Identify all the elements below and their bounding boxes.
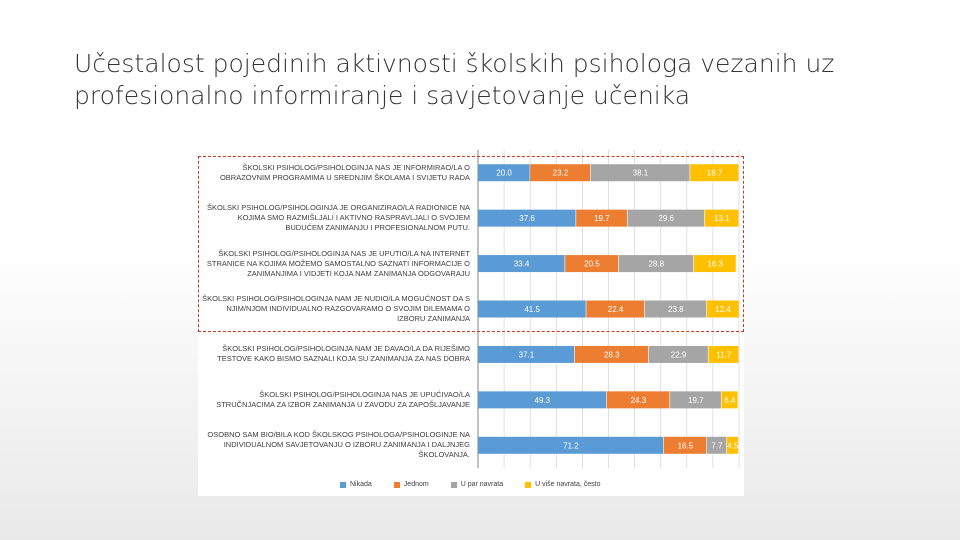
legend-label: U više navrata, često <box>535 481 601 488</box>
bar-segment <box>618 255 694 273</box>
category-label: ŠKOLSKI PSIHOLOG/PSIHOLOGINJA NAS JE UPU… <box>216 389 470 409</box>
data-label: 23.2 <box>553 169 569 178</box>
legend-swatch <box>393 481 400 488</box>
bar-segment <box>606 391 670 409</box>
bar-segment <box>478 391 607 409</box>
data-label: 28.8 <box>648 260 664 269</box>
category-label: ŠKOLSKI PSIHOLOG/PSIHOLOGINJA JE ORGANIZ… <box>207 203 470 233</box>
bar-segment <box>590 164 690 182</box>
bar-segment <box>478 345 575 363</box>
data-label: 22.9 <box>671 350 687 359</box>
data-label: 16.3 <box>707 260 723 269</box>
legend-swatch <box>450 481 457 488</box>
bar-segment <box>670 391 721 409</box>
bar-segment <box>693 255 736 273</box>
slide-title: Učestalost pojedinih aktivnosti školskih… <box>74 49 835 110</box>
chart-legend: Nikada Jednom U par navrata U više navrata,… <box>340 481 601 488</box>
bar-segment <box>704 209 739 227</box>
bar-segment <box>690 164 739 182</box>
data-label: 18.7 <box>707 169 723 178</box>
legend-label: Nikada <box>350 481 372 488</box>
data-label: 29.6 <box>658 214 674 223</box>
data-label: 33.4 <box>514 260 530 269</box>
bar-segment <box>627 209 705 227</box>
bar-segment <box>478 255 565 273</box>
category-label: ŠKOLSKI PSIHOLOG/PSIHOLOGINJA NAM JE NUD… <box>202 294 470 323</box>
bar-segment <box>576 209 627 227</box>
category-label: OSOBNO SAM BIO/BILA KOD ŠKOLSKOG PSIHOLO… <box>207 430 470 460</box>
bar-segment <box>478 164 530 182</box>
bar-segment <box>706 300 739 318</box>
data-label: 12.4 <box>715 305 731 314</box>
legend-swatch <box>525 481 532 488</box>
data-label: 41.5 <box>524 305 540 314</box>
bar-segment <box>648 345 708 363</box>
bar-segment <box>726 436 739 454</box>
legend-item: Nikada <box>340 481 372 488</box>
data-label: 24.3 <box>631 396 647 405</box>
stacked-bar-chart: 20.0 23.2 38.1 18.7 37.6 19.7 29.6 13.1 33.4 20.5… <box>477 150 740 468</box>
data-label: 20.0 <box>496 169 512 178</box>
data-label: 13.1 <box>714 214 730 223</box>
legend-item: Jednom <box>393 481 429 488</box>
bar-segment <box>586 300 645 318</box>
data-label: 19.7 <box>688 396 704 405</box>
data-label: 23.8 <box>668 305 684 314</box>
bar-segment <box>708 345 739 363</box>
data-label: 71.2 <box>563 441 579 450</box>
legend-swatch <box>340 481 346 488</box>
data-label: 11.7 <box>716 350 732 359</box>
category-label: ŠKOLSKI PSIHOLOG/PSIHOLOGINJA NAS JE INF… <box>219 162 470 182</box>
data-label: 49.3 <box>535 396 551 405</box>
data-label: 20.5 <box>584 260 600 269</box>
bar-segment <box>706 436 727 454</box>
bar-segment <box>663 436 707 454</box>
data-label: 37.1 <box>519 350 535 359</box>
bar-segment <box>574 345 649 363</box>
chart-panel: 20.0 23.2 38.1 18.7 37.6 19.7 29.6 13.1 33.4 20.5… <box>198 140 744 496</box>
data-label: 7.7 <box>711 441 723 450</box>
category-label: ŠKOLSKI PSIHOLOG/PSIHOLOGINJA NAM JE DAV… <box>217 344 470 364</box>
category-label: ŠKOLSKI PSIHOLOG/PSIHOLOGINJA NAS JE UPU… <box>206 248 470 278</box>
data-label: 37.6 <box>519 214 535 223</box>
legend-item: U više navrata, često <box>525 481 601 488</box>
data-label: 4.5 <box>727 441 739 450</box>
data-label: 28.3 <box>604 350 620 359</box>
bar-segment <box>530 164 591 182</box>
bar-segment <box>721 391 738 409</box>
bar-segment <box>478 300 586 318</box>
bar-segment <box>565 255 619 273</box>
data-label: 38.1 <box>633 169 649 178</box>
data-label: 6.4 <box>724 396 736 405</box>
bar-segment <box>644 300 707 318</box>
data-label: 16.5 <box>678 441 694 450</box>
legend-item: U par navrata <box>450 481 504 488</box>
legend-label: Jednom <box>403 481 429 488</box>
legend-label: U par navrata <box>460 481 504 488</box>
data-label: 19.7 <box>594 214 610 223</box>
data-label: 22.4 <box>608 305 624 314</box>
bar-segment <box>478 209 576 227</box>
bar-segment <box>478 436 664 454</box>
